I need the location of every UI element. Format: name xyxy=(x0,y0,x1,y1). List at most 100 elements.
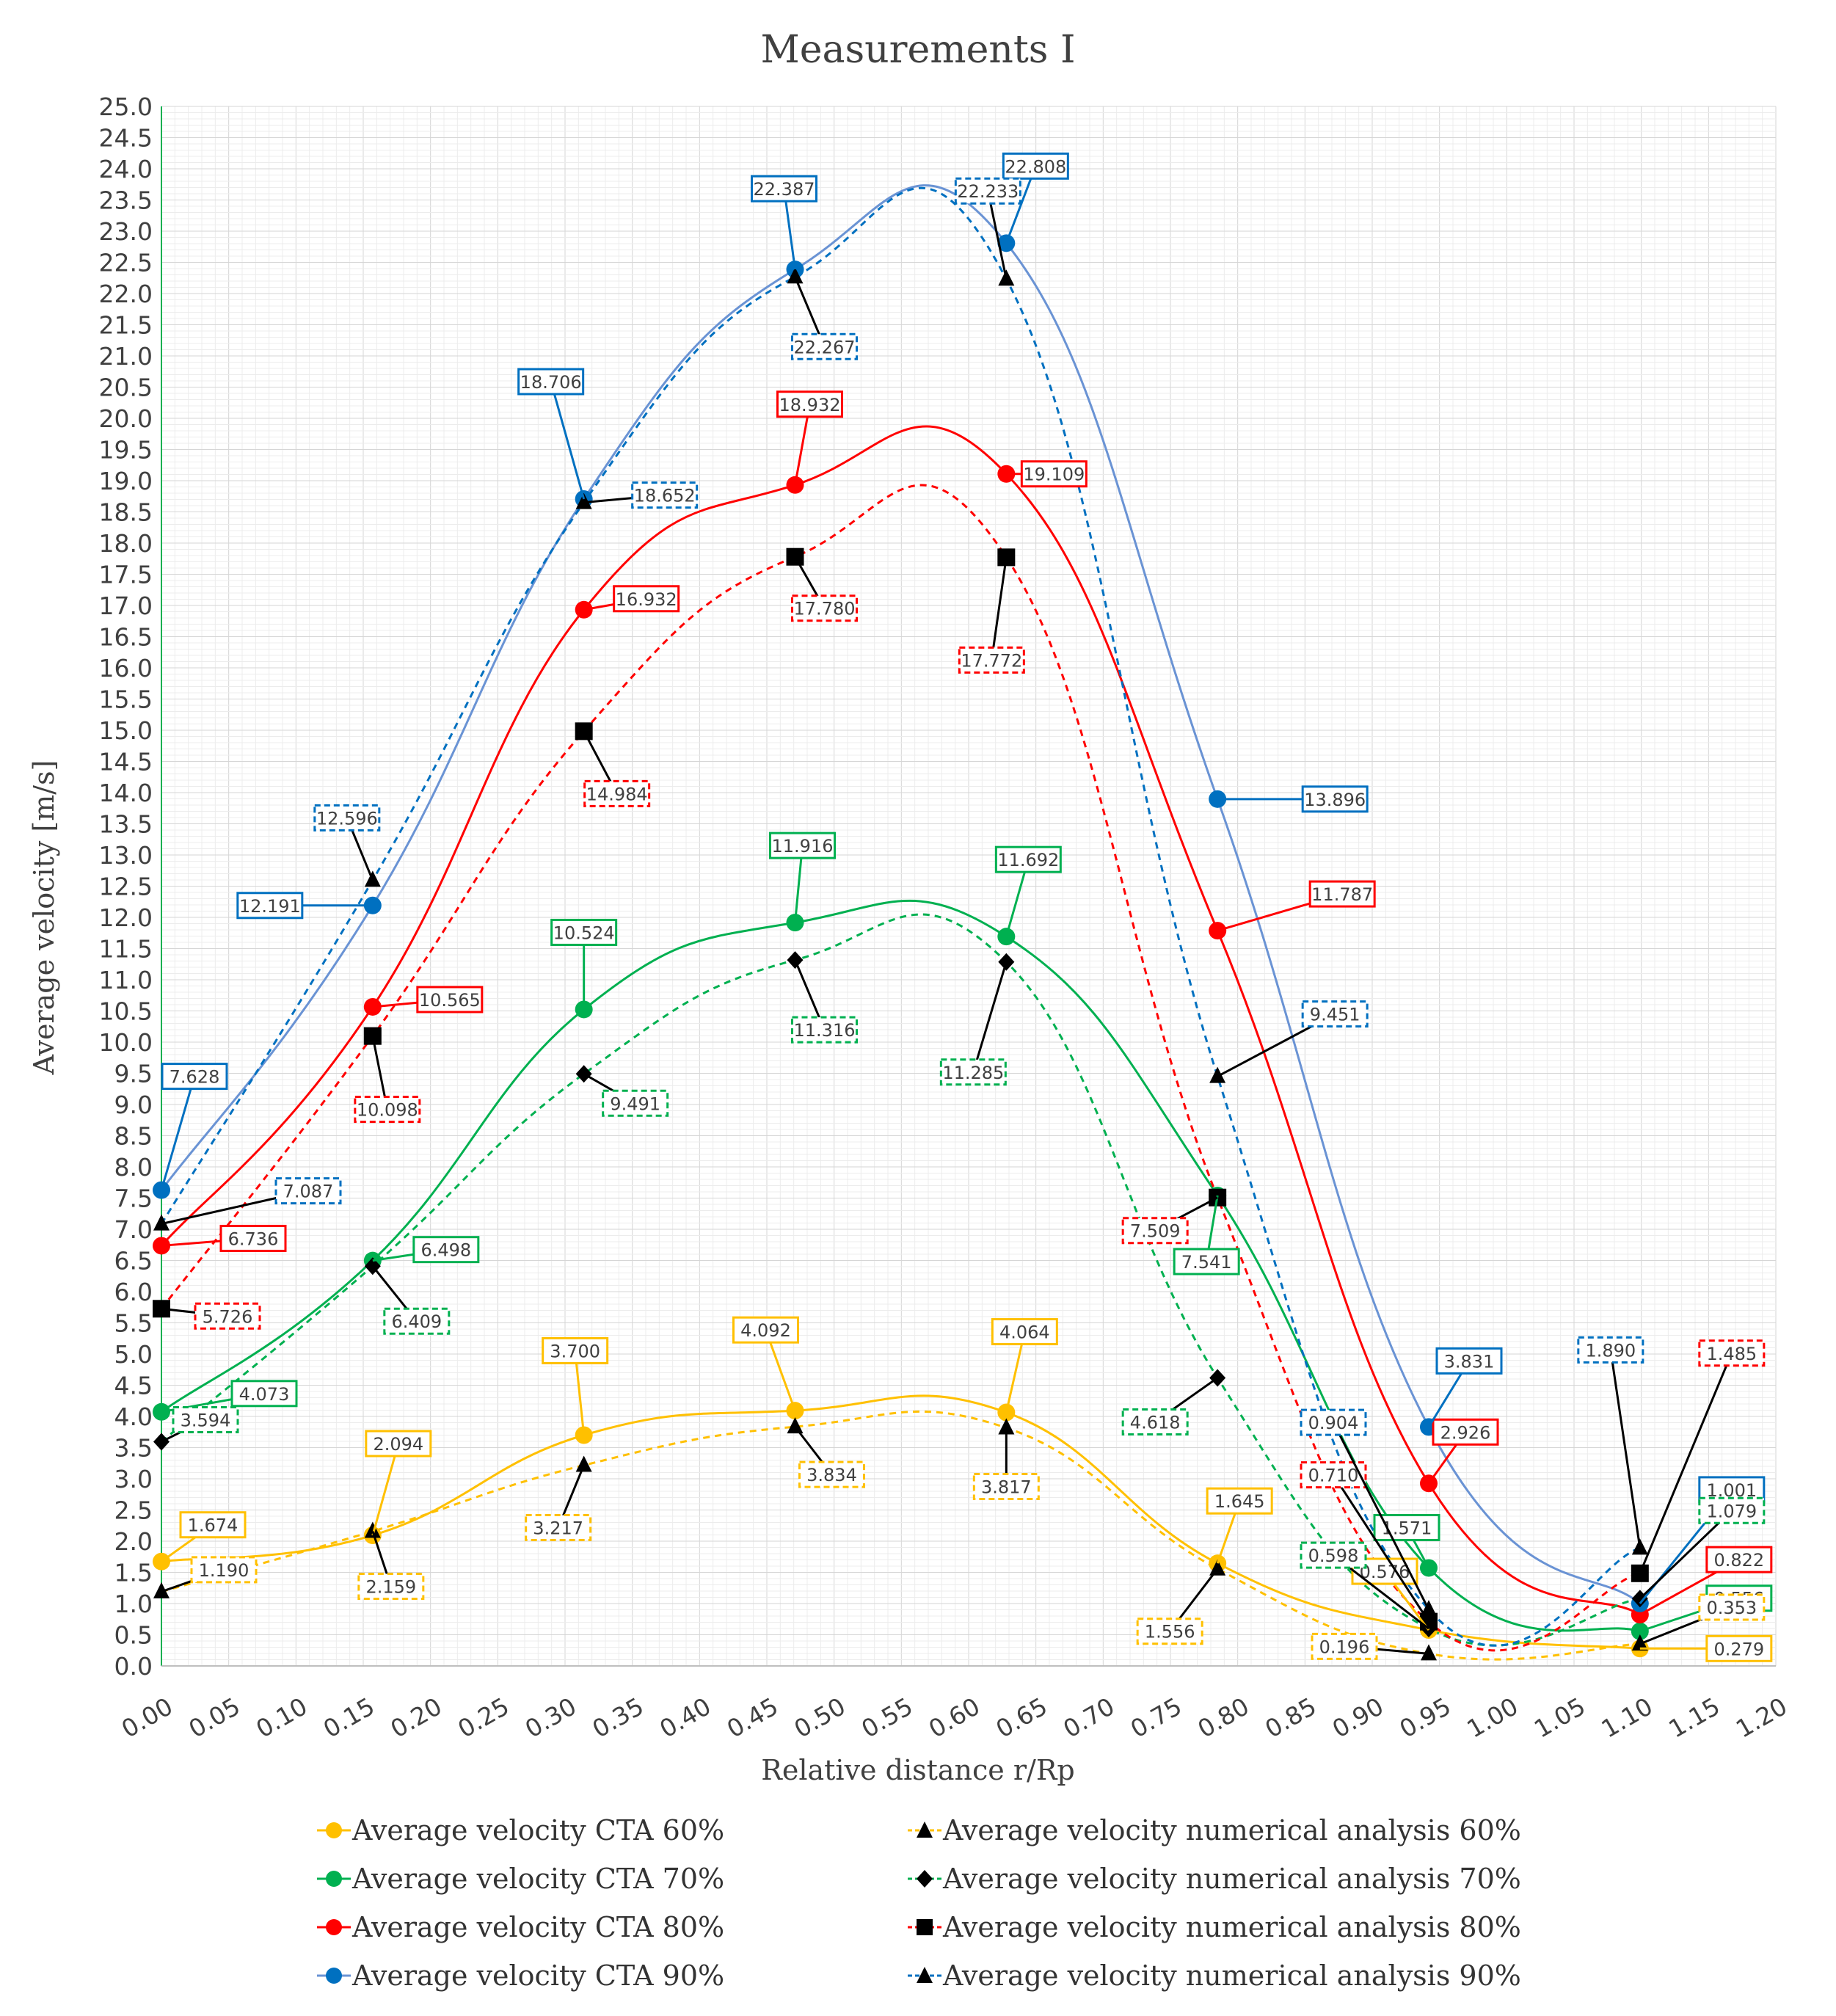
data-label-s6-p4: 17.772 xyxy=(958,557,1025,674)
data-label-s7-p3: 22.267 xyxy=(791,276,858,360)
data-label-text: 1.079 xyxy=(1706,1501,1757,1521)
series-line-6 xyxy=(160,484,1641,1652)
data-point-s7-p3 xyxy=(787,267,804,284)
data-label-s2-p4: 19.109 xyxy=(1006,460,1088,488)
x-tick-label: 1.20 xyxy=(1731,1692,1792,1744)
y-tick-label: 11.5 xyxy=(99,935,153,964)
data-label-s1-p6: 1.571 xyxy=(1373,1513,1440,1569)
data-label-box xyxy=(194,1302,261,1330)
data-label-box xyxy=(1301,1000,1369,1028)
x-tick-label: 0.40 xyxy=(655,1692,715,1744)
data-label-box xyxy=(1698,1496,1766,1524)
data-label-box xyxy=(732,1316,799,1344)
data-label-text: 1.485 xyxy=(1706,1344,1757,1364)
data-label-s0-p2: 3.700 xyxy=(542,1337,609,1435)
y-tick-label: 14.5 xyxy=(99,748,153,776)
data-label-s7-p4: 22.233 xyxy=(954,177,1021,280)
legend-marker xyxy=(317,1968,351,1984)
x-tick-label: 0.90 xyxy=(1327,1692,1388,1744)
data-label-box xyxy=(613,585,680,613)
data-label-text: 3.817 xyxy=(981,1477,1032,1498)
data-label-text: 17.780 xyxy=(794,599,856,619)
data-label-s3-p2: 18.706 xyxy=(517,368,586,500)
data-label-s2-p1: 10.565 xyxy=(372,986,484,1014)
data-label-s7-p1: 12.596 xyxy=(313,804,381,881)
data-label-s3-p3: 22.387 xyxy=(751,175,817,270)
data-point-s7-p5 xyxy=(1209,1066,1226,1083)
data-label-box xyxy=(383,1307,451,1335)
y-tick-label: 23.5 xyxy=(99,186,153,215)
y-tick-label: 4.0 xyxy=(114,1402,153,1431)
data-label-s5-p6: 0.598 xyxy=(1300,1541,1429,1630)
x-tick-label: 0.45 xyxy=(722,1692,783,1744)
data-label-text: 11.787 xyxy=(1311,884,1373,905)
data-label-text: 18.932 xyxy=(779,395,841,415)
data-label-text: 22.267 xyxy=(794,337,856,357)
y-tick-label: 18.0 xyxy=(99,529,153,558)
data-label-box xyxy=(769,831,836,859)
data-label-text: 7.541 xyxy=(1181,1252,1232,1273)
grid xyxy=(161,106,1777,1667)
data-label-box xyxy=(274,1177,342,1205)
data-point-s4-p7 xyxy=(1631,1634,1648,1651)
data-label-box xyxy=(972,1473,1040,1501)
leader-line xyxy=(990,557,1008,661)
data-label-text: 16.932 xyxy=(616,589,677,610)
data-label-box xyxy=(791,332,858,360)
data-label-s0-p5: 1.645 xyxy=(1206,1487,1273,1564)
legend-item-2: Average velocity CTA 80% xyxy=(316,1910,724,1945)
data-label-s4-p0: 1.190 xyxy=(161,1556,258,1593)
legend-item-7: Average velocity numerical analysis 90% xyxy=(906,1958,1521,1993)
x-tick-label: 0.35 xyxy=(588,1692,649,1744)
x-tick-label: 0.65 xyxy=(991,1692,1052,1744)
data-label-s4-p5: 1.556 xyxy=(1136,1568,1219,1645)
y-tick-label: 16.5 xyxy=(99,623,153,652)
data-label-text: 6.736 xyxy=(228,1229,279,1249)
data-label-s2-p0: 6.736 xyxy=(161,1224,287,1252)
y-axis-label-text: Average velocity [m/s] xyxy=(28,760,60,1075)
data-label-s2-p5: 11.787 xyxy=(1217,880,1376,932)
x-tick-label: 0.05 xyxy=(184,1692,245,1744)
y-tick-label: 13.5 xyxy=(99,810,153,839)
leader-line xyxy=(972,961,1008,1073)
y-tick-label: 7.5 xyxy=(114,1185,153,1213)
x-tick-label: 0.25 xyxy=(453,1692,514,1744)
data-label-box xyxy=(583,779,651,807)
x-tick-label: 0.20 xyxy=(386,1692,447,1744)
data-label-s5-p3: 11.316 xyxy=(791,959,858,1044)
data-label-s5-p4: 11.285 xyxy=(939,961,1008,1086)
data-label-text: 1.890 xyxy=(1585,1340,1636,1361)
data-label-text: 1.674 xyxy=(188,1515,238,1536)
data-label-text: 13.896 xyxy=(1304,790,1366,810)
data-label-text: 0.279 xyxy=(1713,1639,1764,1659)
y-tick-label: 18.5 xyxy=(99,498,153,527)
leader-line xyxy=(1609,1350,1642,1549)
data-label-s0-p4: 4.064 xyxy=(991,1318,1058,1413)
data-label-s5-p5: 4.618 xyxy=(1121,1377,1219,1435)
data-label-text: 0.904 xyxy=(1308,1413,1359,1433)
y-tick-label: 23.0 xyxy=(99,217,153,246)
chart-title: Measurements I xyxy=(760,28,1076,72)
y-tick-label: 5.0 xyxy=(114,1340,153,1369)
x-tick-label: 0.10 xyxy=(251,1692,312,1744)
data-label-s2-p7: 0.822 xyxy=(1639,1546,1773,1616)
y-tick-label: 22.0 xyxy=(99,280,153,308)
x-tick-label: 1.00 xyxy=(1462,1692,1523,1744)
y-tick-label: 15.0 xyxy=(99,716,153,745)
data-label-text: 11.916 xyxy=(772,836,834,856)
x-tick-label: 0.50 xyxy=(790,1692,850,1744)
data-label-box xyxy=(1577,1336,1644,1364)
data-label-text: 11.692 xyxy=(997,850,1059,870)
data-label-text: 6.409 xyxy=(391,1311,442,1332)
data-label-s5-p0: 3.594 xyxy=(161,1406,239,1443)
data-label-text: 9.451 xyxy=(1310,1005,1360,1025)
data-label-text: 9.491 xyxy=(610,1093,660,1114)
data-label-s3-p5: 13.896 xyxy=(1217,785,1369,813)
data-label-box xyxy=(1373,1513,1440,1541)
data-label-text: 1.190 xyxy=(199,1560,249,1581)
data-label-box xyxy=(1308,880,1376,908)
y-tick-label: 2.0 xyxy=(114,1527,153,1556)
data-label-box xyxy=(1020,460,1088,488)
y-tick-label: 21.5 xyxy=(99,311,153,340)
legend-label: Average velocity CTA 90% xyxy=(352,1959,725,1992)
